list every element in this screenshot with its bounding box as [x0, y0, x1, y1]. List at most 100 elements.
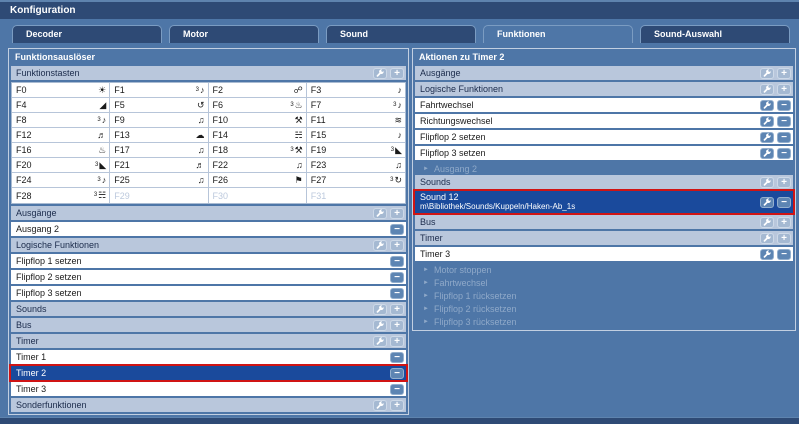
function-key-F9[interactable]: F9 ♫ [110, 113, 209, 128]
add-button[interactable]: + [390, 399, 404, 411]
add-button[interactable]: + [390, 303, 404, 315]
add-button[interactable]: + [777, 176, 791, 188]
add-button[interactable]: + [390, 335, 404, 347]
function-key-F19[interactable]: F19 3◣ [306, 143, 405, 158]
function-key-label: F16 [16, 145, 32, 155]
item-flipflop-1-setzen[interactable]: Flipflop 1 setzen − [11, 254, 406, 268]
function-key-F10[interactable]: F10 ⚒ [208, 113, 307, 128]
add-button[interactable]: + [390, 319, 404, 331]
function-key-F16[interactable]: F16 ♨ [12, 143, 111, 158]
function-key-F18[interactable]: F18 3⚒ [208, 143, 307, 158]
function-key-F5[interactable]: F5 ↺ [110, 98, 209, 113]
tab-sound-auswahl[interactable]: Sound-Auswahl [640, 25, 790, 43]
function-key-F4[interactable]: F4 ◢ [12, 98, 111, 113]
item-flipflop-3-setzen[interactable]: Flipflop 3 setzen − [415, 146, 793, 160]
item-timer-3[interactable]: Timer 3 − [415, 247, 793, 261]
edit-button[interactable] [373, 207, 387, 219]
item-flipflop-2-setzen[interactable]: Flipflop 2 setzen − [415, 130, 793, 144]
edit-button[interactable] [760, 232, 774, 244]
edit-button[interactable] [760, 131, 774, 143]
tab-decoder[interactable]: Decoder [12, 25, 162, 43]
function-key-F11[interactable]: F11 ≋ [306, 113, 405, 128]
function-key-F0[interactable]: F0 ☀ [12, 83, 111, 98]
item-flipflop-3-setzen[interactable]: Flipflop 3 setzen − [11, 286, 406, 300]
item-timer-1[interactable]: Timer 1 − [11, 350, 406, 364]
add-button[interactable]: + [777, 67, 791, 79]
add-button[interactable]: + [777, 232, 791, 244]
remove-button[interactable]: − [390, 383, 404, 395]
function-key-F28[interactable]: F28 3☵ [12, 188, 111, 203]
function-key-F2[interactable]: F2 ☍ [208, 83, 307, 98]
remove-button[interactable]: − [390, 351, 404, 363]
remove-button[interactable]: − [777, 131, 791, 143]
function-key-F22[interactable]: F22 ♫ [208, 158, 307, 173]
function-key-F23[interactable]: F23 ♫ [306, 158, 405, 173]
section-header-timer: Timer + [11, 334, 406, 348]
add-button[interactable]: + [777, 83, 791, 95]
remove-button[interactable]: − [390, 255, 404, 267]
remove-button[interactable]: − [390, 287, 404, 299]
edit-button[interactable] [760, 176, 774, 188]
remove-button[interactable]: − [777, 99, 791, 111]
function-key-F21[interactable]: F21 ♬ [110, 158, 209, 173]
item-timer-3[interactable]: Timer 3 − [11, 382, 406, 396]
edit-button[interactable] [373, 67, 387, 79]
function-key-F8[interactable]: F8 3♪ [12, 113, 111, 128]
remove-button[interactable]: − [390, 271, 404, 283]
item-timer-2[interactable]: Timer 2 − [11, 366, 406, 380]
tab-sound[interactable]: Sound [326, 25, 476, 43]
function-key-F6[interactable]: F6 3♨ [208, 98, 307, 113]
remove-button[interactable]: − [390, 367, 404, 379]
edit-button[interactable] [760, 196, 774, 208]
function-key-F13[interactable]: F13 ☁ [110, 128, 209, 143]
function-key-F17[interactable]: F17 ♫ [110, 143, 209, 158]
function-key-F7[interactable]: F7 3♪ [306, 98, 405, 113]
function-key-F20[interactable]: F20 3◣ [12, 158, 111, 173]
edit-button[interactable] [760, 248, 774, 260]
edit-button[interactable] [760, 99, 774, 111]
function-key-F12[interactable]: F12 ♬ [12, 128, 111, 143]
section-header-sounds: Sounds + [11, 302, 406, 316]
item-label: Flipflop 2 setzen [420, 132, 486, 142]
item-fahrtwechsel[interactable]: Fahrtwechsel − [415, 98, 793, 112]
wrench-icon [763, 198, 771, 206]
remove-button[interactable]: − [777, 196, 791, 208]
tab-motor[interactable]: Motor [169, 25, 319, 43]
item-ausgang-2[interactable]: Ausgang 2 − [11, 222, 406, 236]
ramp-icon: ◢ [99, 99, 107, 110]
item-flipflop-2-setzen[interactable]: Flipflop 2 setzen − [11, 270, 406, 284]
function-key-F25[interactable]: F25 ♫ [110, 173, 209, 188]
edit-button[interactable] [373, 303, 387, 315]
function-key-F26[interactable]: F26 ⚑ [208, 173, 307, 188]
coal-pile-icon: 3◣ [94, 159, 107, 170]
function-key-F1[interactable]: F1 3♪ [110, 83, 209, 98]
function-key-F15[interactable]: F15 ♪ [306, 128, 405, 143]
edit-button[interactable] [760, 147, 774, 159]
remove-button[interactable]: − [777, 147, 791, 159]
edit-button[interactable] [373, 319, 387, 331]
add-button[interactable]: + [390, 239, 404, 251]
edit-button[interactable] [760, 216, 774, 228]
function-key-F3[interactable]: F3 ♪ [306, 83, 405, 98]
item-richtungswechsel[interactable]: Richtungswechsel − [415, 114, 793, 128]
tab-funktionen[interactable]: Funktionen [483, 25, 633, 43]
function-key-label: F5 [114, 100, 125, 110]
edit-button[interactable] [760, 115, 774, 127]
inactive-action-flipflop-2-r-cksetzen: ► Flipflop 2 rücksetzen [415, 302, 793, 315]
edit-button[interactable] [760, 83, 774, 95]
edit-button[interactable] [373, 335, 387, 347]
add-button[interactable]: + [390, 207, 404, 219]
edit-button[interactable] [373, 399, 387, 411]
edit-button[interactable] [373, 239, 387, 251]
edit-button[interactable] [760, 67, 774, 79]
function-key-F14[interactable]: F14 ☵ [208, 128, 307, 143]
remove-button[interactable]: − [390, 223, 404, 235]
function-key-F27[interactable]: F27 3↻ [306, 173, 405, 188]
item-sound-12[interactable]: Sound 12 m\Bibliothek/Sounds/Kuppeln/Hake… [415, 191, 793, 213]
remove-button[interactable]: − [777, 248, 791, 260]
add-button[interactable]: + [390, 67, 404, 79]
remove-button[interactable]: − [777, 115, 791, 127]
function-key-F24[interactable]: F24 3♪ [12, 173, 111, 188]
add-button[interactable]: + [777, 216, 791, 228]
hand-tool-icon: ⚒ [294, 114, 303, 125]
